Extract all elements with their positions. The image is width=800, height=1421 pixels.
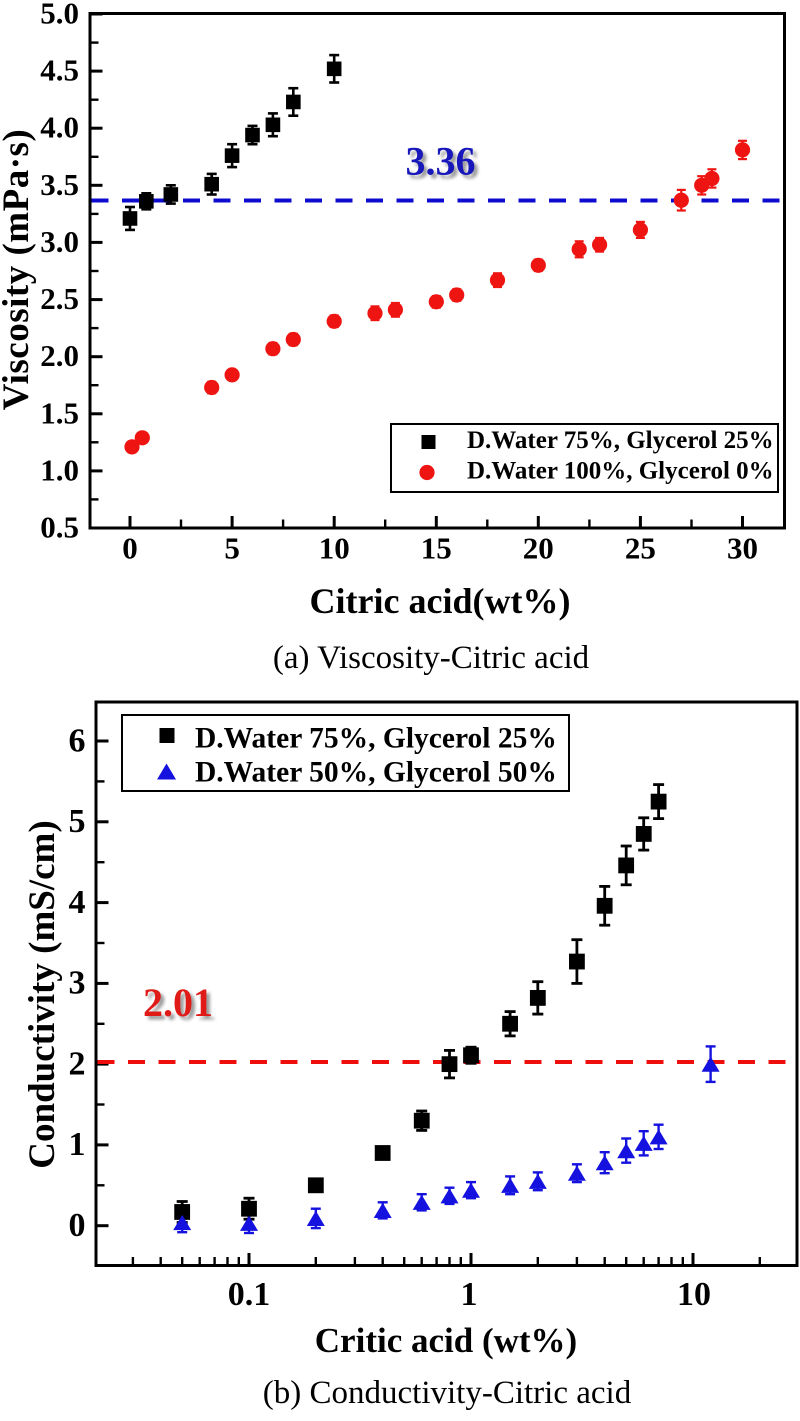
svg-text:2.01: 2.01 (147, 984, 217, 1029)
svg-text:5: 5 (69, 803, 86, 840)
svg-text:Citric acid(wt%): Citric acid(wt%) (310, 581, 571, 621)
svg-text:0: 0 (122, 531, 138, 566)
svg-text:3.36: 3.36 (406, 139, 476, 184)
svg-text:Viscosity (mPa·s): Viscosity (mPa·s) (0, 129, 37, 411)
svg-text:1.5: 1.5 (40, 395, 79, 430)
svg-text:10: 10 (319, 531, 350, 566)
svg-text:Conductivity (mS/cm): Conductivity (mS/cm) (22, 820, 63, 1168)
svg-text:2: 2 (69, 1045, 86, 1082)
svg-text:2.0: 2.0 (40, 338, 79, 373)
svg-text:D.Water 50%, Glycerol 50%: D.Water 50%, Glycerol 50% (195, 757, 557, 789)
svg-text:4.0: 4.0 (40, 110, 79, 145)
svg-text:3.36: 3.36 (409, 142, 479, 187)
svg-text:2.5: 2.5 (40, 281, 79, 316)
svg-text:5: 5 (224, 531, 240, 566)
svg-text:3.0: 3.0 (40, 224, 79, 259)
svg-text:2.01: 2.01 (143, 980, 213, 1025)
svg-text:D.Water 75%, Glycerol 25%: D.Water 75%, Glycerol 25% (467, 427, 774, 454)
svg-text:(a) Viscosity-Citric acid: (a) Viscosity-Citric acid (273, 640, 590, 676)
svg-text:0: 0 (69, 1207, 86, 1244)
svg-text:1.0: 1.0 (40, 452, 79, 487)
svg-text:10: 10 (677, 1276, 711, 1313)
svg-text:1: 1 (69, 1126, 86, 1163)
svg-text:15: 15 (421, 531, 452, 566)
svg-text:Critic acid (wt%): Critic acid (wt%) (315, 1321, 577, 1360)
svg-text:3: 3 (69, 965, 86, 1002)
svg-text:(b) Conductivity-Citric acid: (b) Conductivity-Citric acid (263, 1375, 632, 1411)
svg-text:20: 20 (523, 531, 554, 566)
svg-text:25: 25 (625, 531, 656, 566)
svg-text:0.5: 0.5 (40, 510, 79, 545)
svg-text:D.Water 100%, Glycerol 0%: D.Water 100%, Glycerol 0% (467, 458, 774, 485)
svg-text:1: 1 (461, 1276, 478, 1313)
svg-text:4: 4 (69, 884, 86, 921)
svg-text:6: 6 (69, 722, 86, 759)
svg-text:D.Water 75%, Glycerol 25%: D.Water 75%, Glycerol 25% (195, 723, 557, 755)
svg-text:3.5: 3.5 (40, 167, 79, 202)
svg-text:0.1: 0.1 (228, 1276, 271, 1313)
svg-text:30: 30 (727, 531, 758, 566)
svg-text:4.5: 4.5 (40, 53, 79, 88)
svg-text:5.0: 5.0 (40, 0, 79, 31)
